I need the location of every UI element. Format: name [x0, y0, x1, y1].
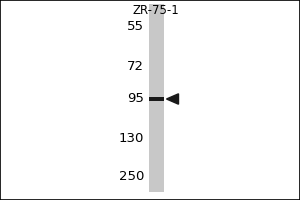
Text: ZR-75-1: ZR-75-1	[133, 4, 179, 17]
Text: 72: 72	[127, 60, 144, 73]
Text: 95: 95	[127, 92, 144, 106]
Text: 130: 130	[118, 132, 144, 144]
Bar	[148, 4, 164, 192]
Bar	[148, 97, 164, 101]
Polygon shape	[167, 94, 178, 104]
Text: 55: 55	[127, 21, 144, 33]
Text: 250: 250	[118, 170, 144, 184]
